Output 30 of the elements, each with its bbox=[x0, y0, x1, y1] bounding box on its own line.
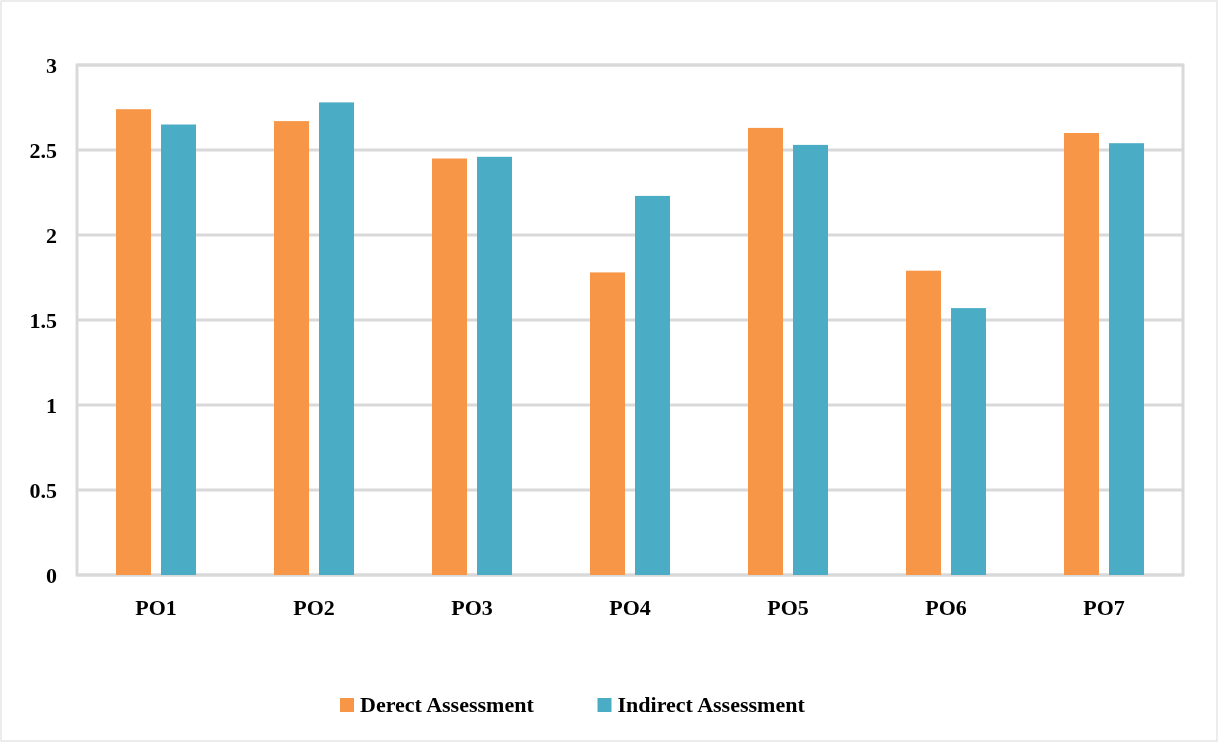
y-tick-label: 1.5 bbox=[29, 307, 57, 333]
bar bbox=[1064, 133, 1099, 575]
bar bbox=[793, 144, 828, 575]
bar bbox=[161, 124, 196, 575]
y-tick-label: 2.5 bbox=[29, 137, 57, 163]
bar bbox=[116, 109, 151, 575]
y-tick-label: 1 bbox=[46, 392, 57, 418]
bar bbox=[906, 270, 941, 575]
x-tick-label: PO3 bbox=[451, 595, 493, 620]
bar bbox=[951, 308, 986, 575]
y-tick-label: 3 bbox=[46, 52, 57, 78]
bar bbox=[1109, 143, 1144, 575]
x-tick-label: PO1 bbox=[135, 595, 177, 620]
bar bbox=[590, 272, 625, 575]
bar bbox=[274, 121, 309, 575]
y-tick-label: 2 bbox=[46, 222, 57, 248]
y-tick-label: 0.5 bbox=[29, 477, 57, 503]
bar bbox=[635, 195, 670, 575]
legend-label: Indirect Assessment bbox=[617, 692, 806, 717]
bar bbox=[319, 102, 354, 575]
x-tick-label: PO7 bbox=[1083, 595, 1125, 620]
x-tick-label: PO6 bbox=[925, 595, 967, 620]
x-tick-label: PO5 bbox=[767, 595, 809, 620]
x-tick-label: PO2 bbox=[293, 595, 335, 620]
x-tick-label: PO4 bbox=[609, 595, 651, 620]
legend-label: Derect Assessment bbox=[360, 692, 535, 717]
y-tick-label: 0 bbox=[46, 562, 57, 588]
bar bbox=[477, 156, 512, 575]
bar bbox=[748, 127, 783, 575]
bar bbox=[432, 158, 467, 575]
